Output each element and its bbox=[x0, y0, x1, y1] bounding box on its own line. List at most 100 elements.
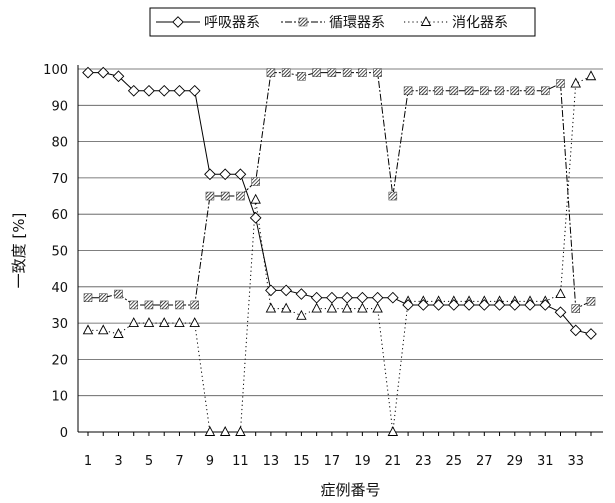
data-point bbox=[97, 324, 109, 335]
x-tick-label: 27 bbox=[476, 454, 493, 469]
x-tick-labels: 1 3 5 7 9 11 13 15 17 19 21 23 25 27 29 31 33 bbox=[84, 454, 584, 469]
data-point bbox=[478, 299, 491, 311]
legend-box bbox=[149, 7, 536, 37]
data-point bbox=[82, 324, 94, 335]
data-point bbox=[447, 299, 460, 311]
x-tick-label: 11 bbox=[232, 454, 249, 469]
gridlines bbox=[78, 68, 603, 397]
data-point bbox=[555, 288, 566, 299]
data-point bbox=[541, 86, 550, 96]
data-point bbox=[204, 426, 216, 436]
data-point bbox=[372, 302, 383, 313]
data-point bbox=[112, 70, 125, 83]
data-point bbox=[387, 291, 399, 304]
data-point bbox=[114, 289, 123, 299]
y-tick-label: 30 bbox=[51, 317, 68, 332]
x-axis-label: 症例番号 bbox=[320, 481, 380, 499]
series-1 bbox=[82, 66, 597, 340]
data-point bbox=[235, 426, 246, 436]
x-tick-label: 31 bbox=[537, 454, 554, 469]
data-point bbox=[510, 86, 520, 96]
data-point bbox=[388, 191, 398, 201]
data-point bbox=[493, 299, 506, 311]
data-point bbox=[265, 284, 277, 297]
data-point bbox=[220, 191, 230, 201]
x-tick-label: 33 bbox=[567, 454, 584, 469]
legend-marker bbox=[172, 16, 184, 28]
y-tick-label: 10 bbox=[51, 390, 68, 405]
data-point bbox=[403, 86, 413, 96]
data-point bbox=[312, 68, 321, 77]
x-tick-label: 19 bbox=[354, 454, 371, 469]
series-line bbox=[88, 72, 592, 310]
data-point bbox=[127, 84, 140, 97]
series-group bbox=[82, 66, 597, 436]
data-point bbox=[249, 211, 262, 224]
data-point bbox=[159, 300, 169, 310]
data-point bbox=[434, 86, 443, 96]
data-point bbox=[495, 86, 504, 96]
x-tick-label: 15 bbox=[293, 454, 310, 469]
data-point bbox=[419, 86, 428, 96]
data-point bbox=[342, 68, 352, 77]
data-point bbox=[357, 302, 368, 313]
data-point bbox=[83, 293, 93, 302]
data-point bbox=[341, 302, 353, 313]
data-point bbox=[341, 291, 353, 304]
data-point bbox=[402, 299, 414, 311]
data-point bbox=[113, 328, 124, 338]
y-tick-label: 100 bbox=[43, 63, 68, 78]
series-2 bbox=[83, 68, 596, 313]
legend: 呼吸器系 循環器系 消化器系 bbox=[149, 7, 536, 37]
data-point bbox=[265, 302, 277, 313]
data-point bbox=[310, 291, 323, 304]
data-point bbox=[449, 86, 459, 96]
data-point bbox=[464, 86, 474, 96]
data-point bbox=[250, 193, 261, 204]
y-tick-label: 60 bbox=[51, 208, 68, 223]
data-point bbox=[525, 86, 535, 96]
data-point bbox=[204, 168, 216, 181]
data-point bbox=[556, 79, 565, 88]
data-point bbox=[251, 177, 260, 186]
data-point bbox=[98, 293, 108, 302]
data-point bbox=[371, 291, 384, 304]
x-tick-label: 21 bbox=[385, 454, 402, 469]
data-point bbox=[266, 68, 276, 77]
data-point bbox=[82, 66, 94, 79]
series-3 bbox=[82, 70, 597, 436]
y-tick-label: 0 bbox=[60, 426, 68, 441]
data-point bbox=[280, 302, 292, 313]
legend-entry: 消化器系 bbox=[404, 15, 508, 31]
data-point bbox=[280, 284, 292, 297]
data-point bbox=[144, 300, 154, 310]
data-point bbox=[585, 70, 597, 81]
data-point bbox=[128, 317, 139, 328]
y-tick-label: 20 bbox=[51, 353, 68, 368]
y-tick-label: 70 bbox=[51, 172, 68, 187]
x-tick-label: 5 bbox=[145, 454, 153, 469]
data-point bbox=[158, 84, 171, 97]
legend-label: 循環器系 bbox=[329, 15, 385, 31]
data-point bbox=[190, 300, 199, 310]
data-point bbox=[281, 68, 291, 77]
x-tick-label: 23 bbox=[415, 454, 432, 469]
data-point bbox=[327, 68, 337, 77]
data-point bbox=[539, 299, 552, 311]
data-point bbox=[417, 299, 430, 311]
data-point bbox=[295, 288, 308, 300]
y-tick-label: 50 bbox=[51, 245, 68, 260]
data-point bbox=[356, 291, 369, 304]
data-point bbox=[387, 426, 399, 436]
data-point bbox=[175, 300, 184, 310]
data-point bbox=[326, 291, 338, 304]
data-point bbox=[219, 426, 231, 436]
data-point bbox=[219, 168, 232, 181]
legend-label: 消化器系 bbox=[452, 15, 508, 31]
data-point bbox=[143, 317, 155, 328]
x-tick-label: 13 bbox=[263, 454, 280, 469]
data-point bbox=[205, 191, 215, 201]
data-point bbox=[508, 299, 521, 311]
series-line bbox=[88, 72, 592, 335]
